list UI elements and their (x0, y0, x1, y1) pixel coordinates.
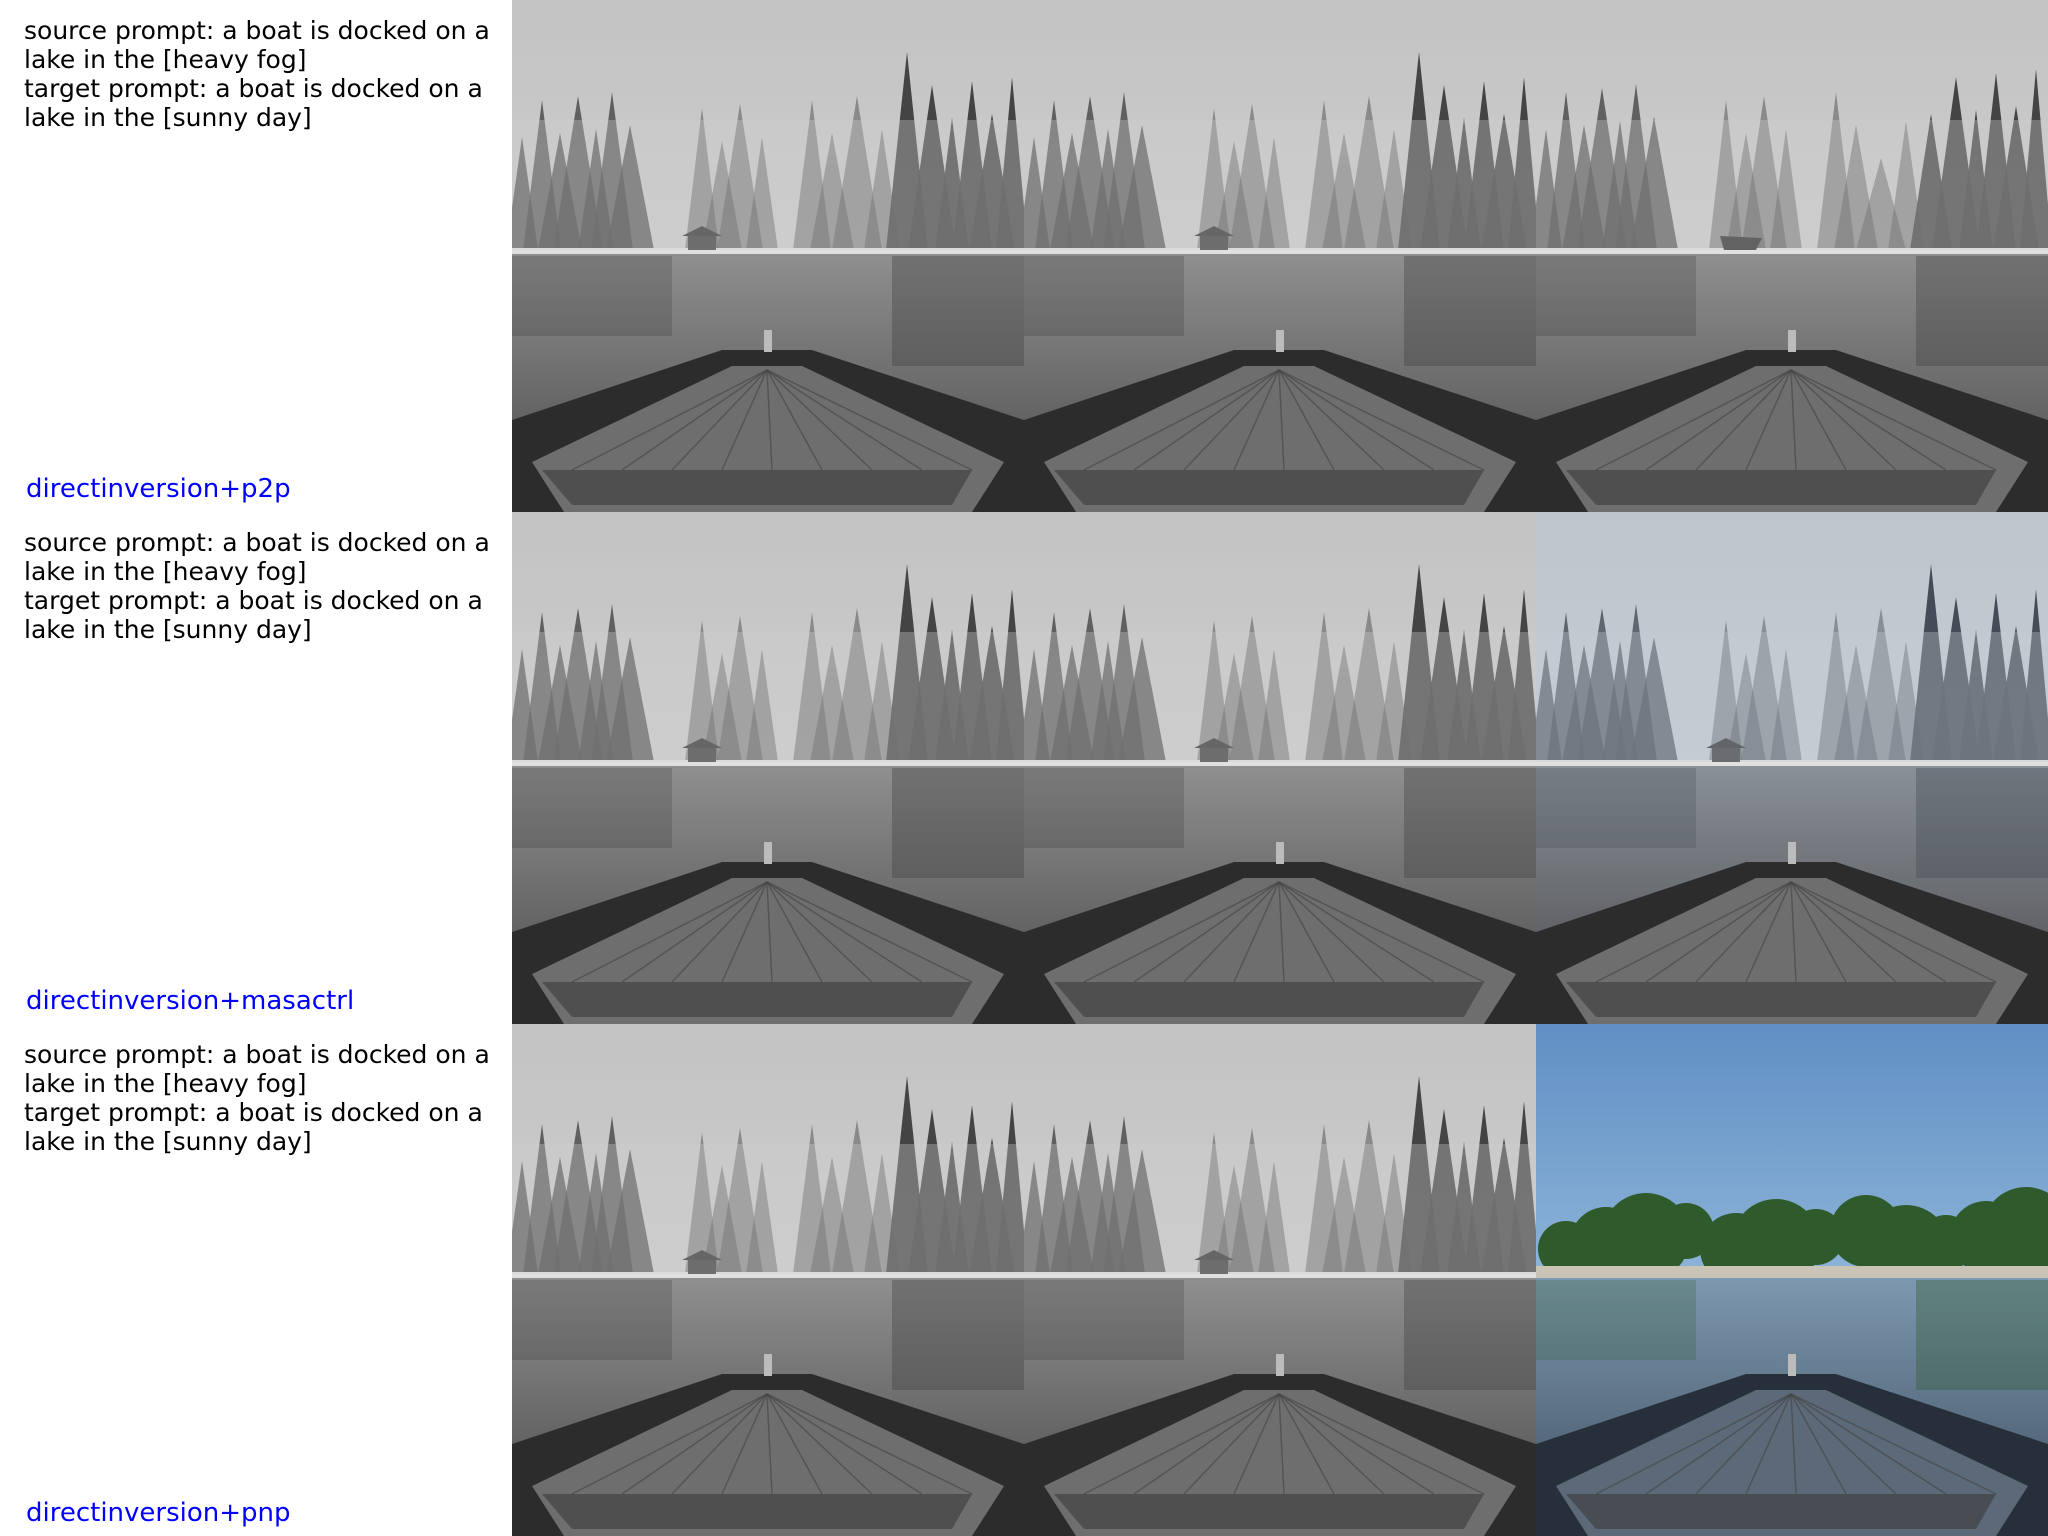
method-label: directinversion+masactrl (26, 986, 355, 1016)
result-image (1024, 512, 1536, 1024)
foggy-lake-boat-image (512, 512, 1024, 1024)
foggy-lake-boat-image (1024, 512, 1536, 1024)
result-image (1024, 1024, 1536, 1536)
foggy-lake-boat-image (1536, 0, 2048, 512)
result-image (512, 0, 1024, 512)
method-label: directinversion+p2p (26, 474, 291, 504)
target-prompt: target prompt: a boat is docked on a lak… (24, 1098, 483, 1156)
result-image (1536, 0, 2048, 512)
target-prompt: target prompt: a boat is docked on a lak… (24, 74, 483, 132)
result-image (512, 512, 1024, 1024)
target-prompt: target prompt: a boat is docked on a lak… (24, 586, 483, 644)
result-image (1536, 1024, 2048, 1536)
source-prompt: source prompt: a boat is docked on a lak… (24, 16, 490, 74)
foggy-lake-boat-image (512, 1024, 1024, 1536)
prompt-text: source prompt: a boat is docked on a lak… (24, 16, 494, 132)
source-prompt: source prompt: a boat is docked on a lak… (24, 1040, 490, 1098)
sunny-lake-boat-image (1536, 1024, 2048, 1536)
source-prompt: source prompt: a boat is docked on a lak… (24, 528, 490, 586)
result-image (512, 1024, 1024, 1536)
foggy-lake-boat-image (1536, 512, 2048, 1024)
foggy-lake-boat-image (512, 0, 1024, 512)
foggy-lake-boat-image (1024, 1024, 1536, 1536)
result-image (1024, 0, 1536, 512)
result-image (1536, 512, 2048, 1024)
method-label: directinversion+pnp (26, 1498, 291, 1528)
prompt-text: source prompt: a boat is docked on a lak… (24, 528, 494, 644)
row-label-cell: source prompt: a boat is docked on a lak… (0, 1024, 512, 1536)
row-label-cell: source prompt: a boat is docked on a lak… (0, 0, 512, 512)
row-label-cell: source prompt: a boat is docked on a lak… (0, 512, 512, 1024)
prompt-text: source prompt: a boat is docked on a lak… (24, 1040, 494, 1156)
foggy-lake-boat-image (1024, 0, 1536, 512)
